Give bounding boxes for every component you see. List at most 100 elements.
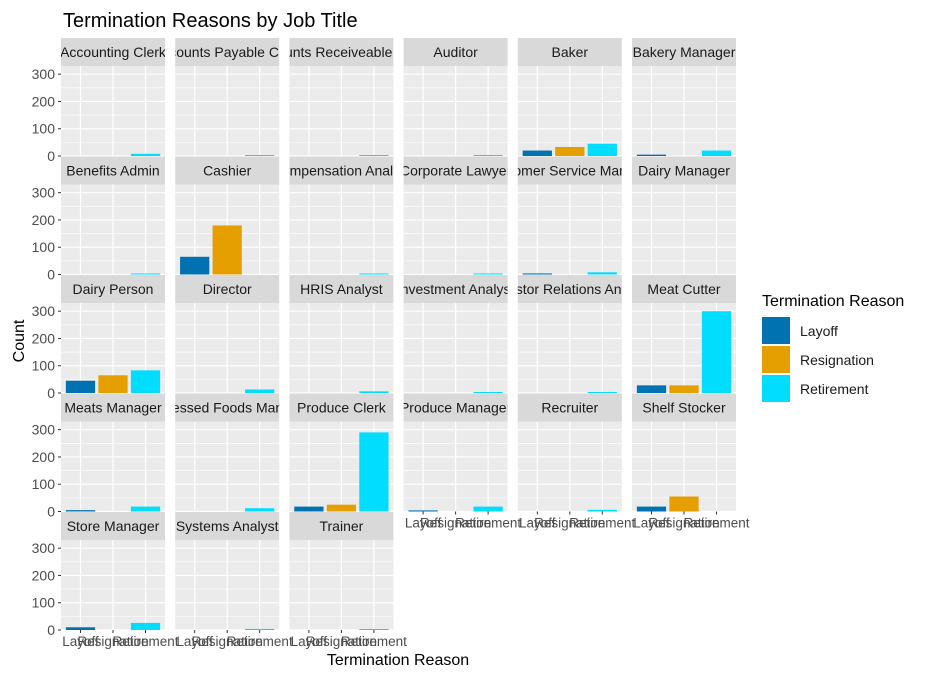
bar-resignation	[669, 385, 699, 393]
bar-retirement	[130, 506, 161, 512]
bar-layoff	[636, 385, 667, 393]
facet-strip-label: Baker	[552, 44, 589, 60]
bar-retirement	[473, 155, 503, 156]
y-tick-label: 200	[32, 449, 56, 465]
facet-strip-label: Compensation Analyst	[272, 163, 411, 179]
y-tick-label: 0	[47, 385, 55, 401]
facet-strip	[517, 156, 622, 185]
facet-strip-label: Cashier	[203, 163, 252, 179]
y-tick-label: 300	[32, 540, 56, 556]
facet-panel: Benefits Admin 0 100 200 300	[32, 156, 165, 283]
facet-panel: Store Manager 0 100 200 300 LayoffResignation…	[32, 512, 179, 649]
legend: Termination Reason Layoff Resignation Reti…	[762, 293, 904, 402]
bar-retirement	[245, 155, 275, 156]
x-tick-label: Resignation	[306, 634, 377, 649]
facet-panel: Dairy Person 0 100 200 300	[32, 275, 165, 401]
bar-retirement	[359, 432, 389, 512]
facet-strip-label: HRIS Analyst	[300, 281, 383, 297]
facet-strip-label: Meat Cutter	[647, 281, 720, 297]
facet-panel: Compensation Analyst	[272, 156, 411, 276]
facet-strip-label: Corporate Lawyer	[400, 163, 512, 179]
facet-panel: Accounts Payable Clerk	[175, 38, 280, 157]
y-axis-label: Count	[11, 319, 28, 362]
facet-strip	[289, 512, 394, 540]
facet-strip	[175, 512, 280, 540]
bar-resignation	[326, 504, 357, 512]
x-tick-label: Retirement	[683, 516, 749, 531]
x-tick-label: Layoff	[519, 516, 556, 531]
bar-retirement	[359, 273, 389, 275]
bar-retirement	[473, 273, 503, 275]
facet-strip-label: Meats Manager	[64, 400, 162, 416]
facet-strip	[61, 38, 165, 66]
x-tick-label: Layoff	[62, 634, 99, 649]
y-tick-label: 200	[32, 212, 56, 228]
facet-strip	[632, 38, 736, 66]
facet-strip	[61, 156, 165, 185]
x-tick-label: Layoff	[405, 516, 442, 531]
facet-strip-label: Processed Foods Manager	[143, 400, 311, 416]
facet-strip	[175, 38, 280, 66]
bar-retirement	[359, 629, 389, 630]
bar-retirement	[587, 509, 617, 512]
facet-strip-label: Recruiter	[541, 400, 598, 416]
bar-layoff	[65, 627, 96, 630]
facet-strip	[517, 275, 622, 303]
y-tick-label: 200	[32, 330, 56, 346]
x-tick-label: Retirement	[455, 516, 521, 531]
facet-strip	[289, 38, 394, 66]
facet-strip-label: Dairy Person	[73, 281, 154, 297]
facet-strip-label: Systems Analyst	[176, 518, 279, 534]
facet-strip-label: Trainer	[319, 518, 363, 534]
x-tick-label: Resignation	[192, 634, 263, 649]
facet-strip	[517, 393, 622, 422]
bar-resignation	[555, 147, 585, 156]
facet-panel: Processed Foods Manager	[143, 393, 311, 513]
facet-panel: Produce Clerk	[289, 393, 394, 513]
x-tick-label: Resignation	[77, 634, 148, 649]
x-tick-label: Resignation	[420, 516, 491, 531]
bar-retirement	[587, 143, 617, 156]
x-tick-label: Retirement	[341, 634, 407, 649]
bar-retirement	[130, 153, 161, 156]
bar-retirement	[701, 311, 732, 393]
bar-retirement	[473, 506, 503, 512]
x-tick-label: Retirement	[569, 516, 635, 531]
facet-panel: Customer Service Manager	[517, 156, 622, 276]
y-tick-label: 300	[32, 303, 56, 319]
facet-panel: Auditor	[403, 38, 508, 157]
bar-layoff	[180, 256, 210, 275]
facet-strip-label: Shelf Stocker	[642, 400, 726, 416]
facet-strip	[289, 156, 394, 185]
facet-panel: Bakery Manager	[632, 38, 736, 157]
bar-layoff	[522, 273, 552, 275]
bar-retirement	[587, 392, 617, 393]
facet-panel: Meats Manager 0 100 200 300	[32, 393, 165, 520]
y-tick-label: 200	[32, 567, 56, 583]
facet-strip-label: Accounting Clerk	[60, 44, 167, 60]
bar-retirement	[130, 370, 161, 393]
facet-panel: Dairy Manager	[632, 156, 736, 276]
facet-strip	[403, 275, 508, 303]
y-tick-label: 100	[32, 121, 56, 137]
chart-title: Termination Reasons by Job Title	[63, 10, 358, 32]
x-tick-label: Layoff	[291, 634, 328, 649]
facet-strip	[632, 275, 736, 303]
bar-layoff	[636, 154, 667, 156]
y-tick-label: 100	[32, 358, 56, 374]
facet-panel: Accounts Receiveable Clerk	[289, 38, 394, 157]
bar-retirement	[245, 508, 275, 512]
x-tick-label: Layoff	[176, 634, 213, 649]
bar-layoff	[294, 506, 324, 512]
facet-strip	[289, 393, 394, 422]
bar-retirement	[473, 392, 503, 393]
facet-panel: Baker	[517, 38, 622, 157]
y-tick-label: 0	[47, 622, 55, 638]
legend-label-resignation: Resignation	[800, 352, 874, 368]
y-tick-label: 300	[32, 66, 56, 82]
bar-layoff	[522, 150, 552, 156]
facet-panel: Produce Manager LayoffResignationRetireme…	[403, 393, 521, 531]
bar-resignation	[212, 225, 242, 275]
